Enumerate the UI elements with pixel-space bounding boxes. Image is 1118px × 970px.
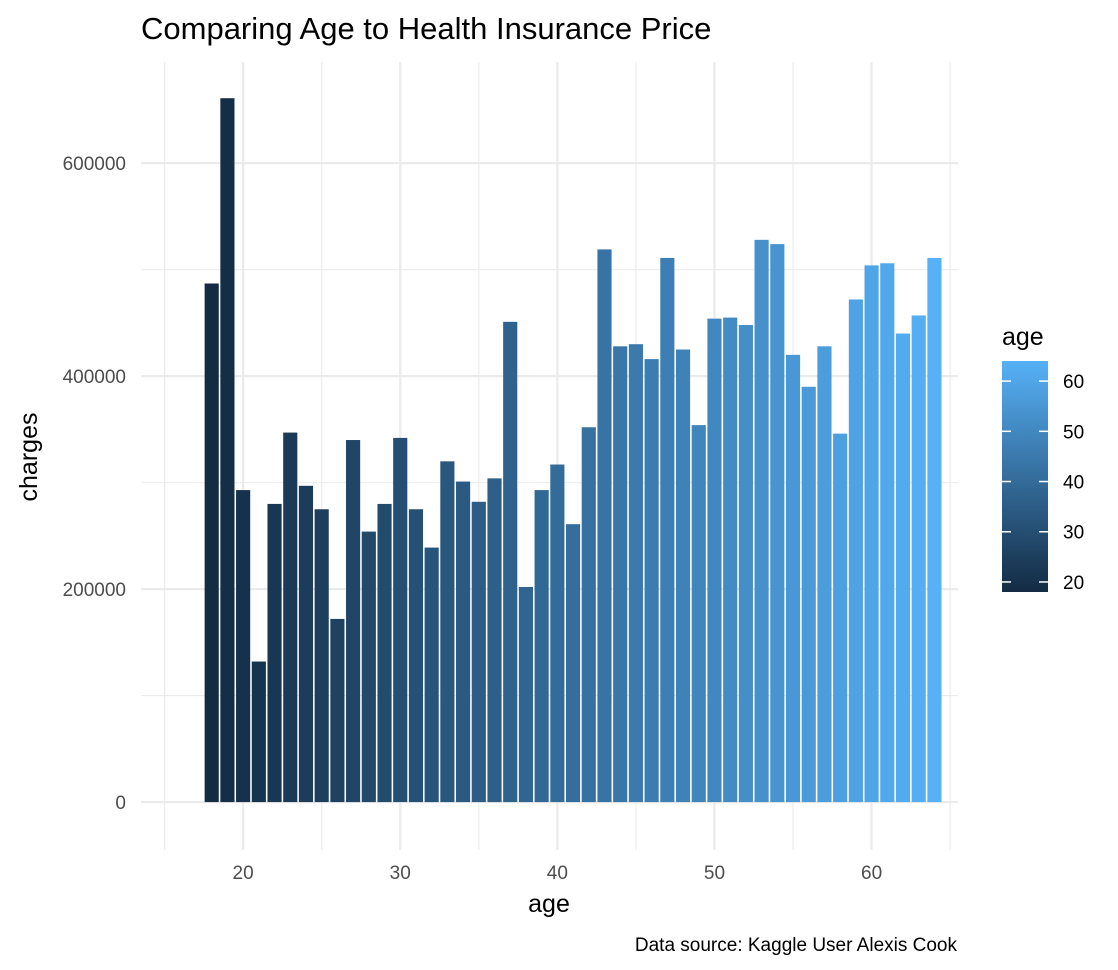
y-axis-ticks: 0 200000 400000 600000 xyxy=(63,154,126,814)
bar xyxy=(880,263,895,803)
bar xyxy=(471,501,486,803)
bar xyxy=(283,432,298,803)
x-tick-label: 30 xyxy=(390,863,411,884)
bar xyxy=(361,531,376,803)
bar xyxy=(864,265,879,803)
bar xyxy=(518,586,534,803)
bar xyxy=(393,437,408,803)
legend-tick-label: 60 xyxy=(1063,372,1084,393)
bar xyxy=(927,257,942,803)
bar xyxy=(785,354,801,803)
legend-colorbar xyxy=(1002,361,1048,592)
y-tick-label: 600000 xyxy=(63,154,126,175)
bar xyxy=(723,317,738,803)
legend-tick-label: 30 xyxy=(1063,523,1084,544)
legend-tick-label: 20 xyxy=(1063,573,1084,594)
x-tick-label: 20 xyxy=(233,863,254,884)
bar xyxy=(911,315,926,803)
x-axis-label: age xyxy=(528,890,570,918)
bar xyxy=(267,503,282,803)
bar xyxy=(377,503,392,803)
legend-title: age xyxy=(1002,323,1044,351)
bar xyxy=(754,239,769,803)
bar xyxy=(236,490,251,803)
bar xyxy=(330,618,345,803)
bar xyxy=(298,485,314,803)
bar xyxy=(848,299,863,803)
y-axis-label: charges xyxy=(15,413,43,502)
x-tick-label: 40 xyxy=(547,863,568,884)
chart-title: Comparing Age to Health Insurance Price xyxy=(141,11,711,46)
bar xyxy=(424,547,439,803)
bar xyxy=(314,509,329,803)
x-tick-label: 60 xyxy=(861,863,882,884)
legend-tick-label: 40 xyxy=(1063,473,1084,494)
bar xyxy=(597,249,612,803)
bar xyxy=(503,321,518,803)
bar xyxy=(408,509,424,803)
bar xyxy=(691,425,706,803)
x-axis-ticks: 20 30 40 50 60 xyxy=(233,863,883,884)
y-tick-label: 0 xyxy=(115,793,126,814)
bar xyxy=(487,478,502,803)
legend-ticks: 20 30 40 50 60 xyxy=(1002,372,1084,594)
bar xyxy=(817,346,832,803)
bar xyxy=(833,433,848,803)
bar xyxy=(628,344,643,803)
color-legend: age 20 30 40 50 60 xyxy=(1002,323,1084,594)
y-tick-label: 400000 xyxy=(63,367,126,388)
bar xyxy=(644,359,659,803)
bar xyxy=(801,386,816,803)
legend-tick-label: 50 xyxy=(1063,422,1084,443)
bar xyxy=(220,98,235,803)
bar xyxy=(770,244,785,803)
bar xyxy=(550,464,565,803)
bar xyxy=(738,325,753,803)
bar xyxy=(456,481,471,803)
x-tick-label: 50 xyxy=(704,863,725,884)
bar xyxy=(565,524,581,803)
bar xyxy=(613,346,628,803)
chart-caption: Data source: Kaggle User Alexis Cook xyxy=(635,935,958,956)
bar xyxy=(581,427,596,803)
bar xyxy=(440,461,455,803)
y-tick-label: 200000 xyxy=(63,580,126,601)
bar xyxy=(895,333,911,803)
bar xyxy=(534,490,549,803)
bar xyxy=(346,440,361,803)
bar xyxy=(251,661,266,803)
bar xyxy=(675,349,691,803)
bars xyxy=(204,98,942,803)
bar xyxy=(660,257,675,803)
bar xyxy=(707,318,722,803)
bar xyxy=(204,283,219,803)
